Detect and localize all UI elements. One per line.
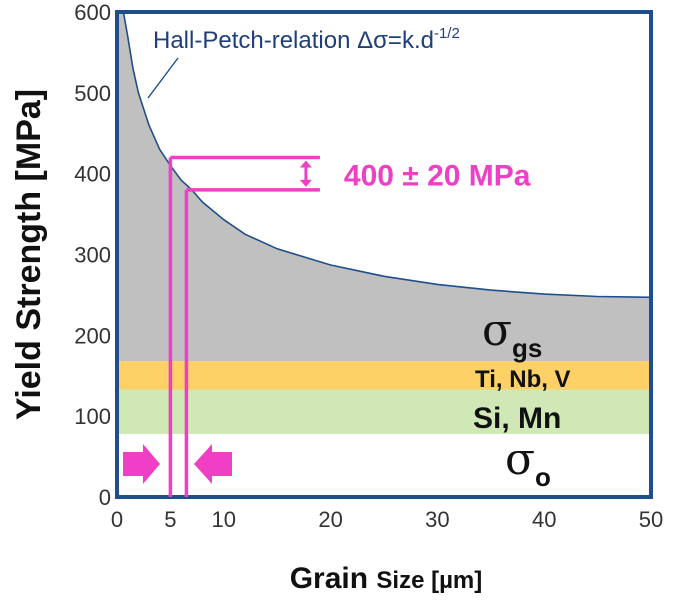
- range-annotation: 400 ± 20 MPa: [123, 155, 531, 497]
- y-tick-label: 600: [74, 0, 111, 25]
- plot-frame: [115, 10, 653, 499]
- y-tick-label: 200: [74, 323, 111, 348]
- x-tick-label: 5: [164, 507, 176, 532]
- hall-petch-label: Hall-Petch-relation Δσ=k.d-1/2: [153, 25, 460, 54]
- x-tick-label: 50: [639, 507, 663, 532]
- x-tick-label: 30: [425, 507, 449, 532]
- x-tick-label: 20: [318, 507, 342, 532]
- x-axis-label: Grain Size [µm]: [290, 562, 483, 595]
- band-1: [117, 389, 651, 434]
- hall-petch-curve: [122, 12, 651, 299]
- hall-petch-leader: [147, 57, 179, 99]
- x-tick-label: 10: [212, 507, 236, 532]
- y-tick-label: 100: [74, 404, 111, 429]
- y-tick-label: 0: [99, 485, 111, 510]
- plot-area: [117, 12, 651, 434]
- range-label: 400 ± 20 MPa: [344, 160, 531, 193]
- y-axis-label: Yield Strength [MPa]: [10, 89, 48, 420]
- band-label-ti-nb-v: Ti, Nb, V: [475, 366, 571, 393]
- sigma-o-label: σo: [505, 434, 551, 492]
- y-tick-label: 500: [74, 81, 111, 106]
- band-label-si-mn: Si, Mn: [473, 402, 561, 435]
- strengthening-area-gs: [117, 12, 651, 362]
- band-0: [117, 361, 651, 390]
- sigma-gs-label: σgs: [482, 305, 542, 363]
- y-tick-label: 300: [74, 243, 111, 268]
- x-tick-label: 40: [532, 507, 556, 532]
- x-tick-label: 0: [111, 507, 123, 532]
- left-block-arrow: [123, 444, 160, 484]
- y-tick-label: 400: [74, 162, 111, 187]
- right-block-arrow: [194, 444, 232, 484]
